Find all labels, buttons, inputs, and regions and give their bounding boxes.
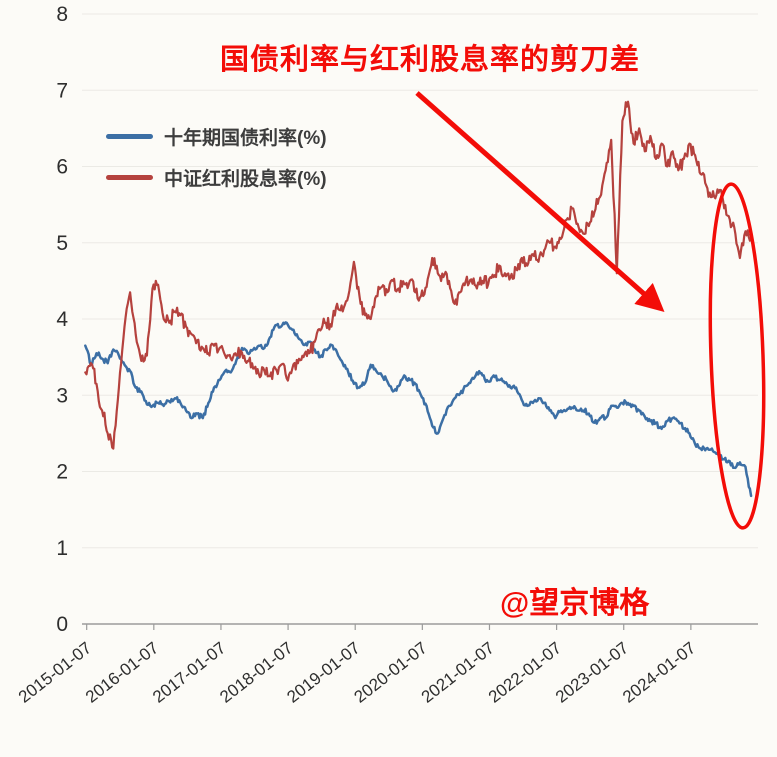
chart-annotation-title: 国债利率与红利股息率的剪刀差 [219,44,640,76]
svg-text:2022-01-07: 2022-01-07 [485,638,565,707]
legend-label-dividend: 中证红利股息率(%) [164,169,327,190]
svg-text:5: 5 [56,232,68,255]
svg-text:7: 7 [56,79,68,102]
svg-text:3: 3 [56,384,68,407]
svg-text:2023-01-07: 2023-01-07 [552,638,632,707]
svg-text:8: 8 [56,3,68,26]
svg-text:2: 2 [56,461,68,484]
svg-text:2024-01-07: 2024-01-07 [619,638,699,707]
legend-item-treasury-yield: 十年期国债利率(%) [106,116,327,157]
svg-text:4: 4 [56,308,68,331]
legend-item-dividend-yield: 中证红利股息率(%) [106,157,327,198]
chart-legend: 十年期国债利率(%) 中证红利股息率(%) [106,116,327,198]
svg-text:0: 0 [56,613,68,636]
legend-label-treasury: 十年期国债利率(%) [164,128,327,149]
svg-text:2019-01-07: 2019-01-07 [283,638,363,707]
svg-text:2020-01-07: 2020-01-07 [351,638,431,707]
svg-text:2021-01-07: 2021-01-07 [418,638,498,707]
dividend-line-swatch-icon [106,175,153,180]
svg-text:6: 6 [56,156,68,179]
svg-text:2017-01-07: 2017-01-07 [149,638,229,707]
svg-text:1: 1 [56,537,68,560]
watermark: @望京博格 [500,587,650,620]
svg-text:2015-01-07: 2015-01-07 [15,638,95,707]
treasury-line-swatch-icon [106,134,153,139]
svg-text:2016-01-07: 2016-01-07 [82,638,162,707]
svg-text:2018-01-07: 2018-01-07 [216,638,296,707]
